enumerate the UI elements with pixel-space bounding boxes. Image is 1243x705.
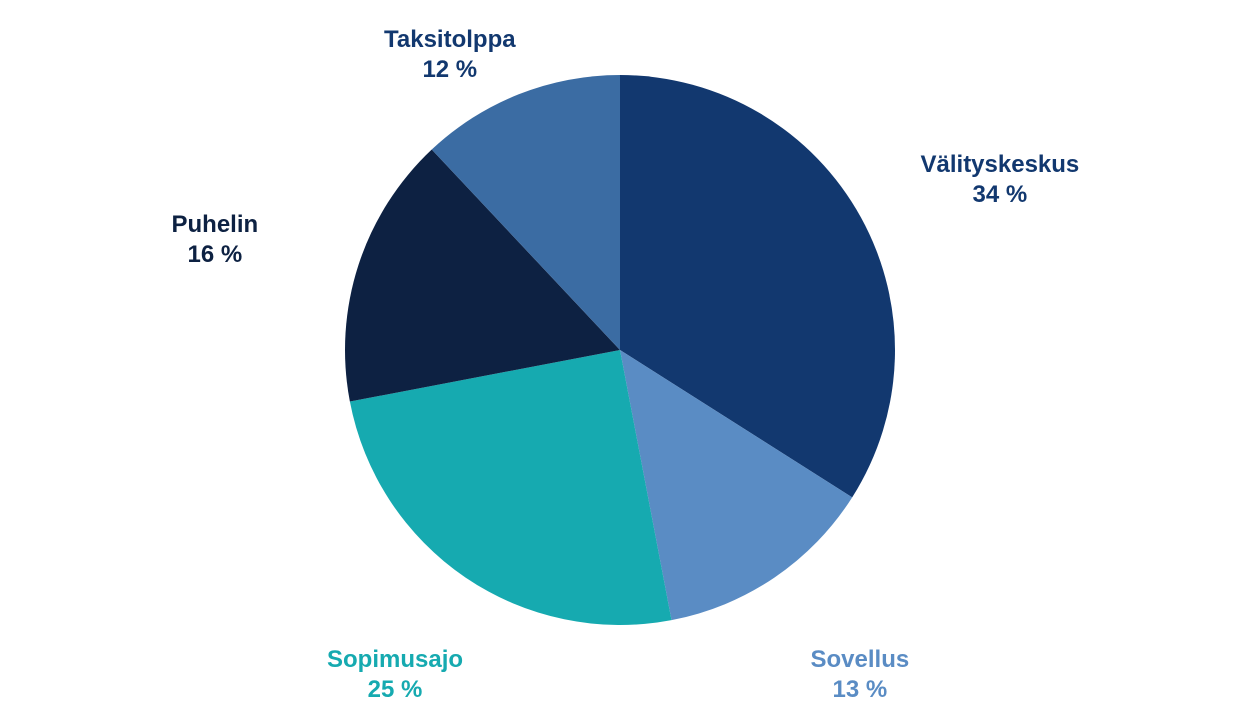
pie-label-name: Sovellus (811, 645, 910, 675)
pie-label-percent: 16 % (172, 240, 259, 270)
pie-label-name: Puhelin (172, 210, 259, 240)
pie-label-name: Taksitolppa (384, 25, 516, 55)
pie-label-sopimusajo: Sopimusajo25 % (327, 645, 463, 705)
pie-label-name: Sopimusajo (327, 645, 463, 675)
pie-label-percent: 25 % (327, 675, 463, 705)
pie-label-sovellus: Sovellus13 % (811, 645, 910, 705)
pie-chart-container: Välityskeskus34 %Sovellus13 %Sopimusajo2… (0, 0, 1243, 700)
pie-chart-svg (0, 0, 1243, 700)
pie-label-percent: 34 % (921, 180, 1080, 210)
pie-label-percent: 13 % (811, 675, 910, 705)
pie-label-taksitolppa: Taksitolppa12 % (384, 25, 516, 85)
pie-label-percent: 12 % (384, 55, 516, 85)
pie-label-name: Välityskeskus (921, 150, 1080, 180)
pie-label-puhelin: Puhelin16 % (172, 210, 259, 270)
pie-label-valityskeskus: Välityskeskus34 % (921, 150, 1080, 210)
